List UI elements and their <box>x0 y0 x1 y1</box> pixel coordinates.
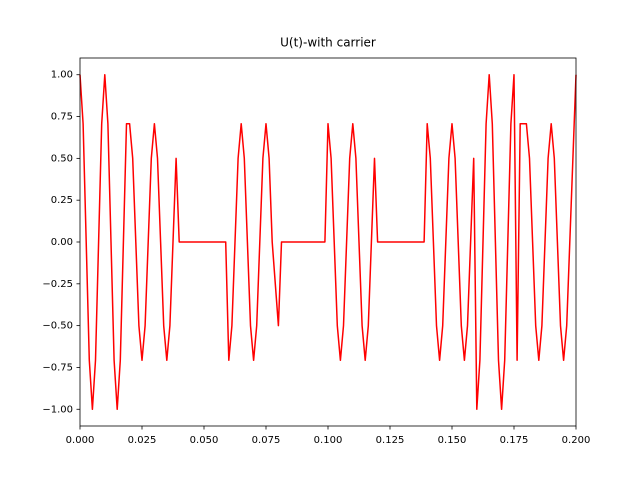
y-tick-label: −0.25 <box>42 279 73 290</box>
x-tick-label: 0.125 <box>376 435 405 446</box>
y-tick-label: 0.50 <box>51 153 73 164</box>
y-tick-label: 0.75 <box>51 112 73 123</box>
x-tick-label: 0.100 <box>314 435 343 446</box>
y-tick-label: −0.75 <box>42 362 73 373</box>
x-tick-label: 0.200 <box>562 435 591 446</box>
y-tick-label: 0.25 <box>51 195 73 206</box>
x-tick-label: 0.150 <box>438 435 467 446</box>
y-tick-label: −1.00 <box>42 404 73 415</box>
x-tick-label: 0.175 <box>500 435 529 446</box>
y-tick-label: 0.00 <box>51 237 73 248</box>
y-tick-label: 1.00 <box>51 70 73 81</box>
chart-title: U(t)-with carrier <box>280 36 376 50</box>
x-tick-label: 0.075 <box>252 435 281 446</box>
line <box>79 73 577 411</box>
x-tick-label: 0.025 <box>128 435 157 446</box>
x-tick-label: 0.000 <box>66 435 95 446</box>
axes-frame <box>79 57 577 427</box>
y-tick-label: −0.50 <box>42 321 73 332</box>
x-tick-label: 0.050 <box>190 435 219 446</box>
